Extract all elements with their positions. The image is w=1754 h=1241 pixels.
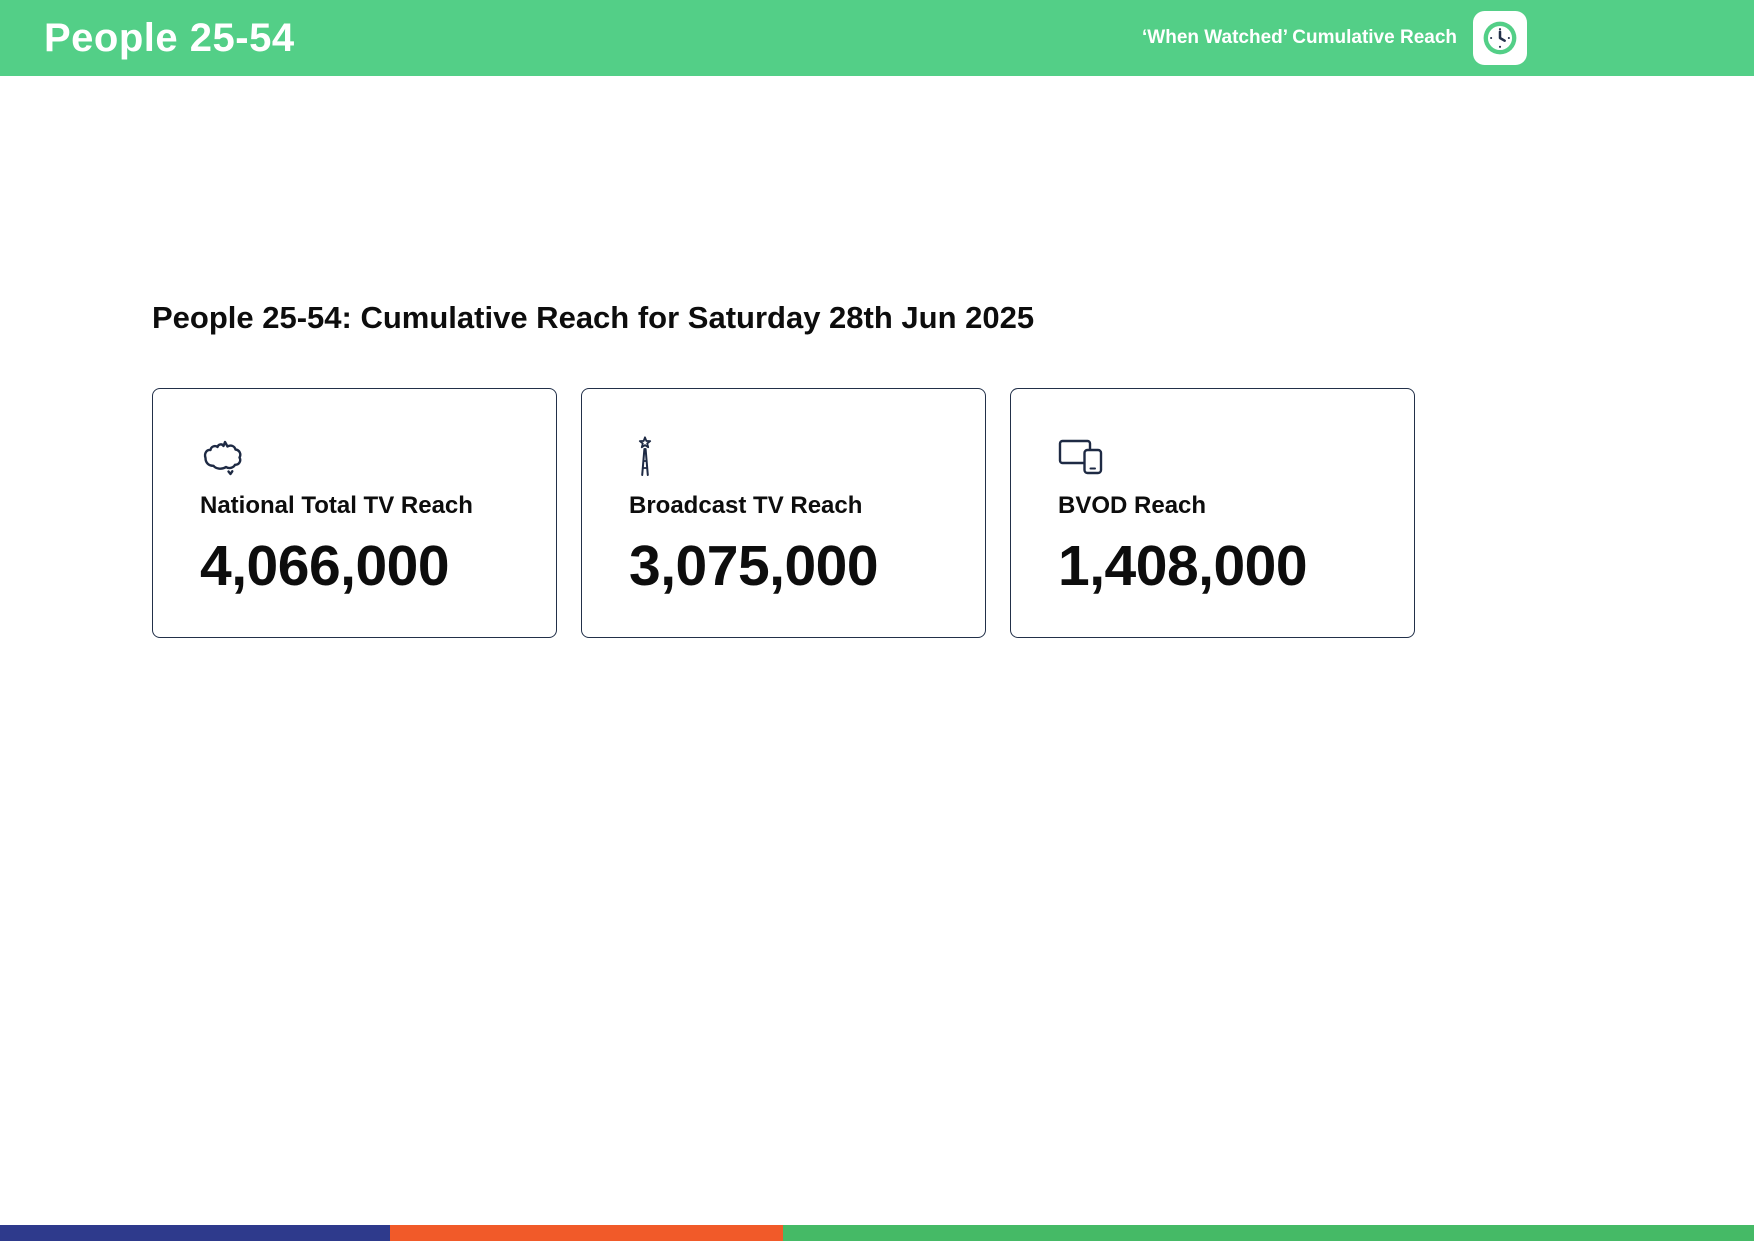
kpi-label: National Total TV Reach <box>200 492 473 519</box>
kpi-card-bvod: BVOD Reach 1,408,000 <box>1010 388 1415 638</box>
broadcast-tower-icon <box>629 435 955 477</box>
header-right-group: ‘When Watched’ Cumulative Reach <box>1142 11 1527 65</box>
clock-logo-icon <box>1473 11 1527 65</box>
australia-map-icon <box>200 435 526 477</box>
page-title: People 25-54 <box>44 15 295 60</box>
footer-color-bar <box>0 1225 1754 1241</box>
kpi-card-national-total-tv: National Total TV Reach 4,066,000 <box>152 388 557 638</box>
kpi-value: 1,408,000 <box>1058 534 1308 598</box>
kpi-value: 4,066,000 <box>200 534 450 598</box>
kpi-label: Broadcast TV Reach <box>629 492 863 519</box>
kpi-value: 3,075,000 <box>629 534 879 598</box>
footer-segment-green <box>782 1225 1754 1241</box>
header-subtitle: ‘When Watched’ Cumulative Reach <box>1142 27 1457 48</box>
kpi-label: BVOD Reach <box>1058 492 1207 519</box>
header-bar: People 25-54 ‘When Watched’ Cumulative R… <box>0 0 1754 76</box>
main-content: People 25-54: Cumulative Reach for Satur… <box>0 76 1754 638</box>
footer-segment-navy <box>0 1225 390 1241</box>
section-heading: People 25-54: Cumulative Reach for Satur… <box>152 300 1035 335</box>
screens-devices-icon <box>1058 435 1384 477</box>
kpi-card-broadcast-tv: Broadcast TV Reach 3,075,000 <box>581 388 986 638</box>
footer-segment-orange <box>389 1225 783 1241</box>
kpi-cards-row: National Total TV Reach 4,066,000 Broadc… <box>152 388 1754 638</box>
